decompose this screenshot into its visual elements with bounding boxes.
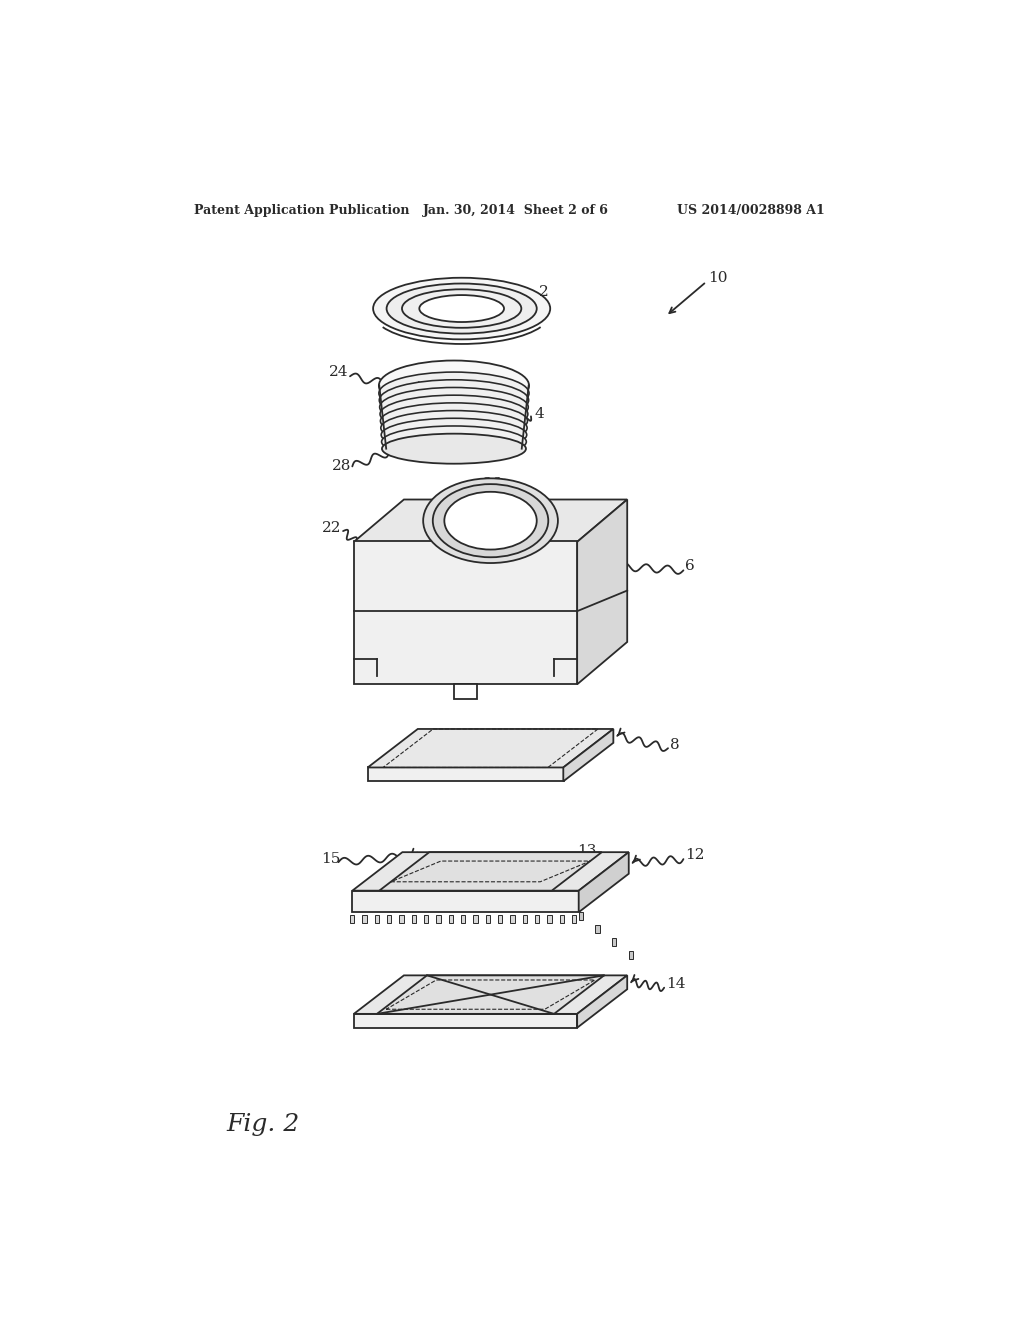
Polygon shape <box>578 499 628 684</box>
Text: Patent Application Publication: Patent Application Publication <box>194 205 410 218</box>
Text: 14: 14 <box>666 977 685 991</box>
Bar <box>547 915 552 923</box>
Text: US 2014/0028898 A1: US 2014/0028898 A1 <box>677 205 825 218</box>
Text: Jan. 30, 2014  Sheet 2 of 6: Jan. 30, 2014 Sheet 2 of 6 <box>423 205 609 218</box>
Text: 12: 12 <box>685 849 705 862</box>
Text: 4: 4 <box>535 407 545 421</box>
Text: 22: 22 <box>322 521 341 535</box>
Bar <box>350 915 354 923</box>
Polygon shape <box>354 975 628 1014</box>
Ellipse shape <box>433 484 548 557</box>
Ellipse shape <box>380 388 528 426</box>
Text: 2: 2 <box>539 285 549 298</box>
Text: 24: 24 <box>330 366 349 379</box>
Bar <box>522 915 527 923</box>
Ellipse shape <box>381 418 526 451</box>
Ellipse shape <box>380 395 528 433</box>
Bar <box>368 767 564 781</box>
Bar <box>510 915 515 923</box>
Bar <box>412 915 416 923</box>
Ellipse shape <box>381 411 527 445</box>
Bar <box>375 915 379 923</box>
Polygon shape <box>354 499 628 543</box>
Ellipse shape <box>379 360 529 411</box>
Ellipse shape <box>382 426 526 458</box>
Ellipse shape <box>444 492 537 549</box>
Text: 10: 10 <box>708 271 728 285</box>
Bar <box>579 912 583 920</box>
Text: 13: 13 <box>578 845 597 858</box>
Bar <box>449 915 453 923</box>
Bar <box>498 915 503 923</box>
Bar <box>473 915 477 923</box>
Bar <box>362 915 367 923</box>
Text: 8: 8 <box>670 738 679 752</box>
Polygon shape <box>563 729 613 781</box>
Bar <box>572 915 577 923</box>
Bar <box>352 891 580 912</box>
Text: 6: 6 <box>685 560 694 573</box>
Ellipse shape <box>381 403 527 440</box>
Ellipse shape <box>382 434 526 463</box>
Ellipse shape <box>423 478 558 564</box>
Text: 28: 28 <box>333 459 351 474</box>
Text: 26: 26 <box>483 477 503 491</box>
Ellipse shape <box>387 284 537 334</box>
Bar <box>424 915 428 923</box>
Bar <box>399 915 403 923</box>
Ellipse shape <box>373 277 550 339</box>
Bar <box>354 541 578 684</box>
Bar <box>595 925 600 933</box>
Polygon shape <box>368 729 613 767</box>
Ellipse shape <box>402 289 521 327</box>
Polygon shape <box>379 853 602 891</box>
Bar <box>612 939 616 946</box>
Bar <box>461 915 465 923</box>
Polygon shape <box>377 975 604 1014</box>
Polygon shape <box>578 975 628 1028</box>
Polygon shape <box>579 853 629 912</box>
Ellipse shape <box>379 372 529 414</box>
Bar <box>354 1014 578 1028</box>
Bar <box>535 915 540 923</box>
Bar <box>454 684 477 700</box>
Bar <box>387 915 391 923</box>
Polygon shape <box>352 853 629 891</box>
Text: Fig. 2: Fig. 2 <box>226 1113 300 1137</box>
Bar <box>559 915 564 923</box>
Bar <box>629 950 633 958</box>
Ellipse shape <box>419 296 504 322</box>
Ellipse shape <box>379 380 528 421</box>
Text: 15: 15 <box>321 853 340 866</box>
Bar <box>485 915 490 923</box>
Bar <box>436 915 440 923</box>
Ellipse shape <box>438 380 470 391</box>
